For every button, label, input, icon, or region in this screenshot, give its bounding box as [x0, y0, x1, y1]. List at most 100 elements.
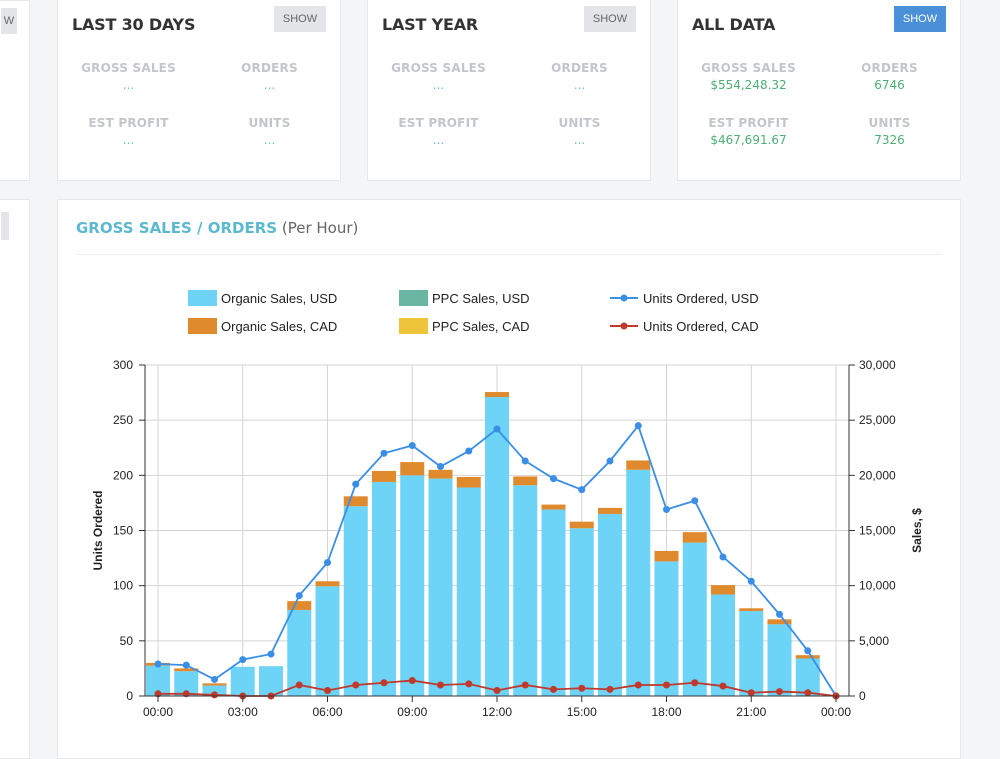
- point-units-ordered-cad: [465, 680, 473, 688]
- units-value: ...: [263, 133, 276, 147]
- stat-card-title: ALL DATA: [692, 15, 776, 34]
- point-units-ordered-usd: [324, 558, 331, 566]
- x-tick-label: 15:00: [567, 705, 597, 719]
- x-tick-label: 12:00: [482, 705, 512, 719]
- point-units-ordered-usd: [182, 661, 190, 669]
- bar-organic-sales-cad: [795, 655, 820, 659]
- bar-organic-sales-cad: [541, 504, 566, 510]
- bar-organic-sales-cad: [315, 581, 340, 587]
- x-tick-label: 06:00: [312, 705, 342, 719]
- point-units-ordered-cad: [493, 686, 501, 694]
- right-tick-label: 10,000: [859, 579, 896, 593]
- left-tick-label: 250: [113, 413, 133, 427]
- bar-organic-sales-usd: [485, 396, 509, 696]
- orders-label: ORDERS: [861, 61, 918, 75]
- est-profit-label: EST PROFIT: [708, 116, 789, 130]
- bar-organic-sales-cad: [711, 585, 735, 595]
- est-profit-value: ...: [122, 133, 135, 147]
- partial-chart-card: [0, 199, 30, 759]
- show-button[interactable]: SHOW: [894, 6, 946, 32]
- bar-organic-sales-usd: [682, 542, 707, 696]
- bar-organic-sales-usd: [541, 509, 566, 696]
- point-units-ordered-usd: [295, 592, 303, 600]
- bar-organic-sales-usd: [400, 475, 425, 696]
- bar-organic-sales-usd: [428, 478, 453, 696]
- x-tick-label: 00:00: [821, 705, 851, 719]
- point-units-ordered-usd: [239, 656, 247, 664]
- orders-label: ORDERS: [551, 61, 608, 75]
- chart-panel-title-sub: (Per Hour): [277, 219, 359, 237]
- legend-marker: [620, 294, 628, 302]
- bar-organic-sales-cad: [456, 476, 481, 488]
- header-divider: [76, 254, 942, 255]
- right-tick-label: 0: [859, 689, 866, 703]
- partial-show-button[interactable]: W: [1, 8, 17, 34]
- legend-label: Units Ordered, CAD: [643, 319, 759, 334]
- point-units-ordered-usd: [776, 610, 783, 618]
- point-units-ordered-usd: [408, 442, 416, 450]
- point-units-ordered-cad: [324, 686, 331, 694]
- x-tick-label: 09:00: [397, 705, 427, 719]
- units-value: ...: [573, 133, 586, 147]
- bar-organic-sales-cad: [626, 460, 651, 470]
- point-units-ordered-usd: [606, 457, 614, 465]
- bar-organic-sales-cad: [569, 521, 594, 529]
- bar-organic-sales-usd: [372, 481, 396, 696]
- point-units-ordered-cad: [606, 685, 614, 693]
- show-button[interactable]: SHOW: [584, 6, 636, 32]
- bar-organic-sales-usd: [569, 528, 594, 696]
- point-units-ordered-cad: [437, 681, 444, 689]
- stat-card-last-30-days: LAST 30 DAYS SHOW GROSS SALES ... ORDERS…: [57, 0, 341, 181]
- orders-value: 6746: [874, 78, 905, 92]
- point-units-ordered-cad: [747, 689, 755, 697]
- point-units-ordered-usd: [437, 463, 444, 471]
- est-profit-value: ...: [432, 133, 445, 147]
- units-label: UNITS: [868, 116, 911, 130]
- gross-sales-value: ...: [122, 78, 135, 92]
- bar-organic-sales-usd: [230, 666, 255, 696]
- stat-card-title: LAST 30 DAYS: [72, 15, 196, 34]
- chart-panel-title-main: GROSS SALES / ORDERS: [76, 219, 278, 237]
- bar-organic-sales-usd: [259, 666, 283, 696]
- gross-sales-label: GROSS SALES: [701, 61, 796, 75]
- orders-value: ...: [263, 78, 276, 92]
- point-units-ordered-cad: [691, 679, 699, 687]
- chart-axes: 0 0 50 5,000 100 10,000 150 15,000 200 20,000 250 2…: [91, 358, 924, 719]
- left-axis-title: Units Ordered: [91, 490, 105, 570]
- left-tick-label: 200: [113, 468, 133, 482]
- legend-label: PPC Sales, CAD: [432, 319, 530, 334]
- point-units-ordered-cad: [776, 688, 783, 696]
- point-units-ordered-usd: [550, 475, 557, 483]
- stat-card-last-year: LAST YEAR SHOW GROSS SALES ... ORDERS ..…: [367, 0, 651, 181]
- bar-organic-sales-usd: [343, 506, 368, 696]
- gross-sales-label: GROSS SALES: [391, 61, 486, 75]
- point-units-ordered-usd: [352, 480, 360, 488]
- right-tick-label: 25,000: [859, 413, 896, 427]
- point-units-ordered-usd: [578, 486, 586, 494]
- right-tick-label: 15,000: [859, 524, 896, 538]
- left-tick-label: 0: [126, 689, 133, 703]
- stat-card-all-data: ALL DATA SHOW GROSS SALES $554,248.32 OR…: [677, 0, 961, 181]
- bar-organic-sales-usd: [315, 586, 340, 696]
- gross-sales-label: GROSS SALES: [81, 61, 176, 75]
- point-units-ordered-cad: [663, 681, 670, 689]
- point-units-ordered-cad: [352, 681, 360, 689]
- point-units-ordered-usd: [719, 553, 727, 561]
- point-units-ordered-usd: [747, 577, 755, 585]
- right-axis-title: Sales, $: [910, 508, 924, 553]
- point-units-ordered-usd: [804, 647, 812, 655]
- point-units-ordered-cad: [295, 681, 303, 689]
- bar-organic-sales-cad: [598, 507, 622, 514]
- right-tick-label: 20,000: [859, 468, 896, 482]
- bar-organic-sales-usd: [598, 513, 622, 696]
- bar-organic-sales-cad: [513, 476, 538, 486]
- bar-organic-sales-cad: [174, 668, 199, 672]
- bar-organic-sales-usd: [654, 561, 679, 696]
- show-button[interactable]: SHOW: [274, 6, 326, 32]
- legend-swatch: [399, 290, 428, 306]
- bar-organic-sales-usd: [739, 611, 764, 696]
- partial-left-button[interactable]: [1, 212, 9, 240]
- point-units-ordered-usd: [663, 506, 670, 514]
- est-profit-label: EST PROFIT: [398, 116, 479, 130]
